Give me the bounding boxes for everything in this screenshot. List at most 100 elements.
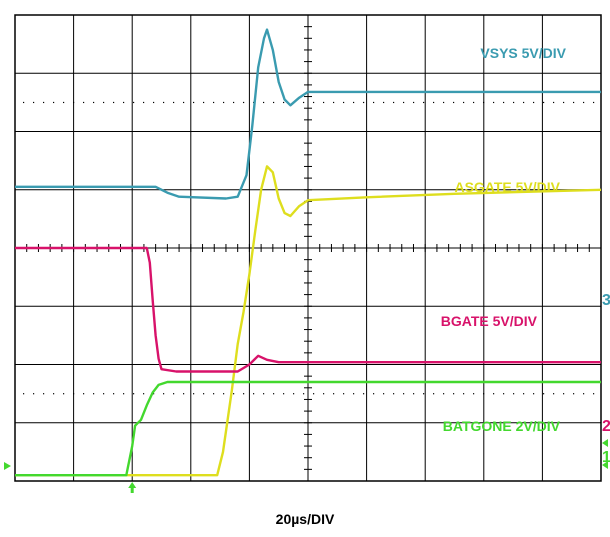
grid-dot	[463, 393, 465, 395]
markers: 3 2 1	[4, 292, 610, 493]
grid-dot	[383, 101, 385, 104]
trigger-position-arrow-icon	[128, 482, 137, 488]
grid-dot	[73, 393, 75, 395]
grid-dot	[473, 393, 475, 395]
grid-dot	[333, 101, 335, 104]
grid-dot	[83, 393, 85, 395]
grid-dot	[553, 101, 555, 104]
grid-dot	[403, 101, 405, 104]
grid-dot	[353, 393, 355, 395]
grid-dot	[263, 101, 265, 104]
traces	[15, 28, 602, 477]
grid-dot	[583, 393, 585, 395]
grid-dot	[533, 101, 535, 104]
grid-dot	[443, 393, 445, 395]
grid-dot	[513, 101, 515, 104]
grid-dot	[163, 393, 165, 395]
grid-dot	[203, 101, 205, 104]
grid-dot	[213, 101, 215, 104]
grid-dot	[533, 393, 535, 395]
channel-indicator-1: 1	[602, 449, 610, 466]
trigger-position-stem	[130, 486, 134, 493]
grid-dot	[363, 393, 365, 395]
trigger-level-arrow-icon	[4, 462, 11, 470]
grid-dot	[513, 393, 515, 395]
grid-dot	[343, 393, 345, 395]
grid-dot	[233, 101, 235, 104]
trace-label-vsys: VSYS 5V/DIV	[480, 45, 566, 61]
grid-dot	[593, 393, 595, 395]
grid-dot	[173, 101, 175, 104]
grid-dot	[33, 101, 35, 104]
grid-dot	[333, 393, 335, 395]
grid-dot	[193, 101, 195, 104]
grid-dot	[523, 101, 525, 104]
grid-dot	[93, 393, 95, 395]
level-arrow-icon	[602, 461, 608, 469]
grid-dot	[493, 393, 495, 395]
trace-label-batgone: BATGONE 2V/DIV	[443, 418, 561, 434]
grid-dot	[373, 101, 375, 104]
grid-dot	[463, 101, 465, 104]
grid-dot	[433, 101, 435, 104]
grid-dot	[263, 393, 265, 395]
grid-dot	[103, 393, 105, 395]
grid-dot	[573, 393, 575, 395]
grid-dot	[243, 393, 245, 395]
grid-dot	[123, 393, 125, 395]
grid-dot	[223, 101, 225, 104]
grid-dot	[293, 393, 295, 395]
grid-dot	[43, 393, 45, 395]
trace-labels: VSYS 5V/DIV ASGATE 5V/DIV BGATE 5V/DIV BATG…	[441, 45, 567, 434]
grid-dot	[63, 393, 65, 395]
trace-batgone	[15, 380, 601, 477]
grid-dot	[453, 393, 455, 395]
grid-dot	[373, 393, 375, 395]
grid-dot	[583, 101, 585, 104]
grid-dot	[423, 393, 425, 395]
grid-dot	[133, 101, 135, 104]
grid-dot	[113, 393, 115, 395]
grid-dot	[273, 393, 275, 395]
trace-asgate	[15, 165, 602, 477]
grid-dot	[303, 393, 305, 395]
grid-dot	[113, 101, 115, 104]
grid-dot	[183, 393, 185, 395]
grid-dot	[123, 101, 125, 104]
grid-dot	[153, 101, 155, 104]
grid-dot	[23, 101, 25, 104]
grid-dot	[203, 393, 205, 395]
grid-dot	[363, 101, 365, 104]
grid-dot	[173, 393, 175, 395]
grid-dot	[143, 101, 145, 104]
grid-dot	[573, 101, 575, 104]
grid-dot	[313, 393, 315, 395]
grid-dot	[483, 393, 485, 395]
grid-dot	[103, 101, 105, 104]
grid-dot	[133, 393, 135, 395]
grid-dot	[563, 101, 565, 104]
grid-dot	[523, 393, 525, 395]
grid-dot	[33, 393, 35, 395]
channel-indicator-3: 3	[602, 292, 610, 309]
grid-dot	[303, 101, 305, 104]
grid-dot	[23, 393, 25, 395]
grid-dot	[543, 393, 545, 395]
timebase-label: 20µs/DIV	[275, 511, 335, 527]
trace-label-bgate: BGATE 5V/DIV	[441, 313, 538, 329]
grid-dot	[283, 393, 285, 395]
grid-dot	[153, 393, 155, 395]
grid-dot	[163, 101, 165, 104]
grid-dot	[193, 393, 195, 395]
grid-dot	[353, 101, 355, 104]
grid-dot	[143, 393, 145, 395]
grid-dot	[423, 101, 425, 104]
grid-dot	[393, 393, 395, 395]
grid-dot	[63, 101, 65, 104]
grid-dot	[53, 101, 55, 104]
trace-bgate	[15, 246, 601, 373]
grid-dot	[253, 393, 255, 395]
grid-dot	[273, 101, 275, 104]
grid-dot	[473, 101, 475, 104]
